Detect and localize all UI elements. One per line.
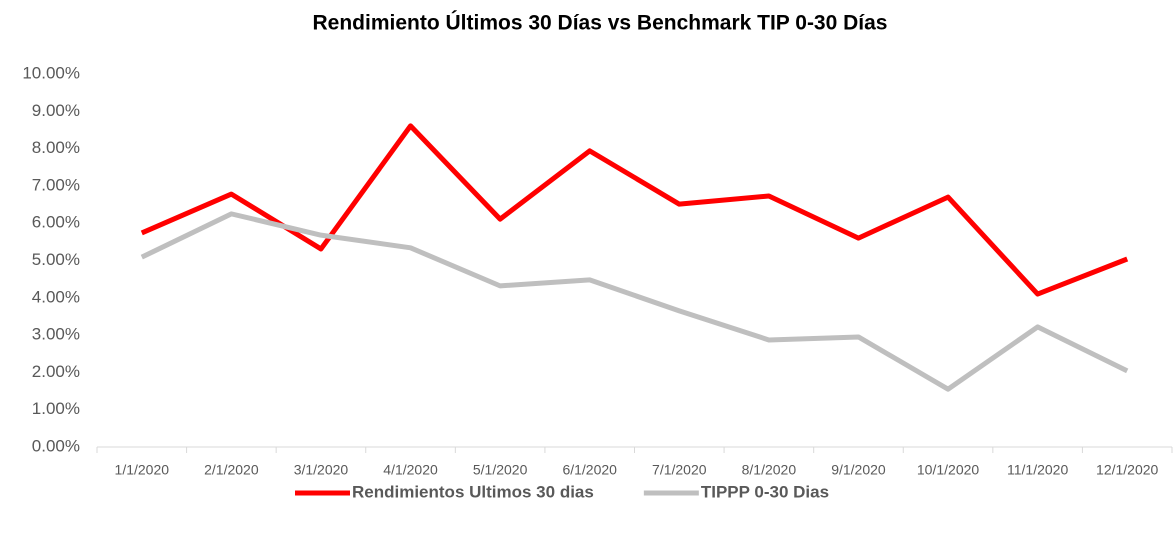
x-tick-label: 9/1/2020 (831, 462, 886, 478)
x-tick-label: 12/1/2020 (1096, 462, 1158, 478)
x-tick-label: 6/1/2020 (562, 462, 617, 478)
x-tick-label: 11/1/2020 (1007, 462, 1068, 478)
y-tick-label: 5.00% (32, 250, 80, 269)
legend: Rendimientos Ultimos 30 dias TIPPP 0-30 D… (295, 482, 829, 501)
legend-label: Rendimientos Ultimos 30 dias (352, 482, 594, 501)
y-tick-label: 1.00% (32, 399, 80, 418)
y-tick-label: 2.00% (32, 362, 80, 381)
y-tick-label: 7.00% (32, 175, 80, 194)
x-tick-label: 8/1/2020 (742, 462, 797, 478)
series-line (140, 123, 1129, 297)
y-tick-label: 4.00% (32, 287, 80, 306)
y-tick-label: 9.00% (32, 101, 80, 120)
y-tick-label: 6.00% (32, 213, 80, 232)
x-tick-label: 1/1/2020 (115, 462, 170, 478)
x-tick-label: 3/1/2020 (294, 462, 349, 478)
y-tick-label: 0.00% (32, 436, 80, 455)
x-tick-label: 5/1/2020 (473, 462, 528, 478)
y-tick-label: 10.00% (22, 63, 80, 82)
x-tick-label: 4/1/2020 (383, 462, 438, 478)
y-tick-label: 8.00% (32, 138, 80, 157)
x-tick-label: 10/1/2020 (917, 462, 979, 478)
x-tick-label: 7/1/2020 (652, 462, 707, 478)
y-tick-label: 3.00% (32, 325, 80, 344)
legend-label: TIPPP 0-30 Dias (701, 482, 829, 501)
x-tick-label: 2/1/2020 (204, 462, 259, 478)
series-line (140, 211, 1129, 392)
chart-title: Rendimiento Últimos 30 Días vs Benchmark… (313, 11, 888, 35)
